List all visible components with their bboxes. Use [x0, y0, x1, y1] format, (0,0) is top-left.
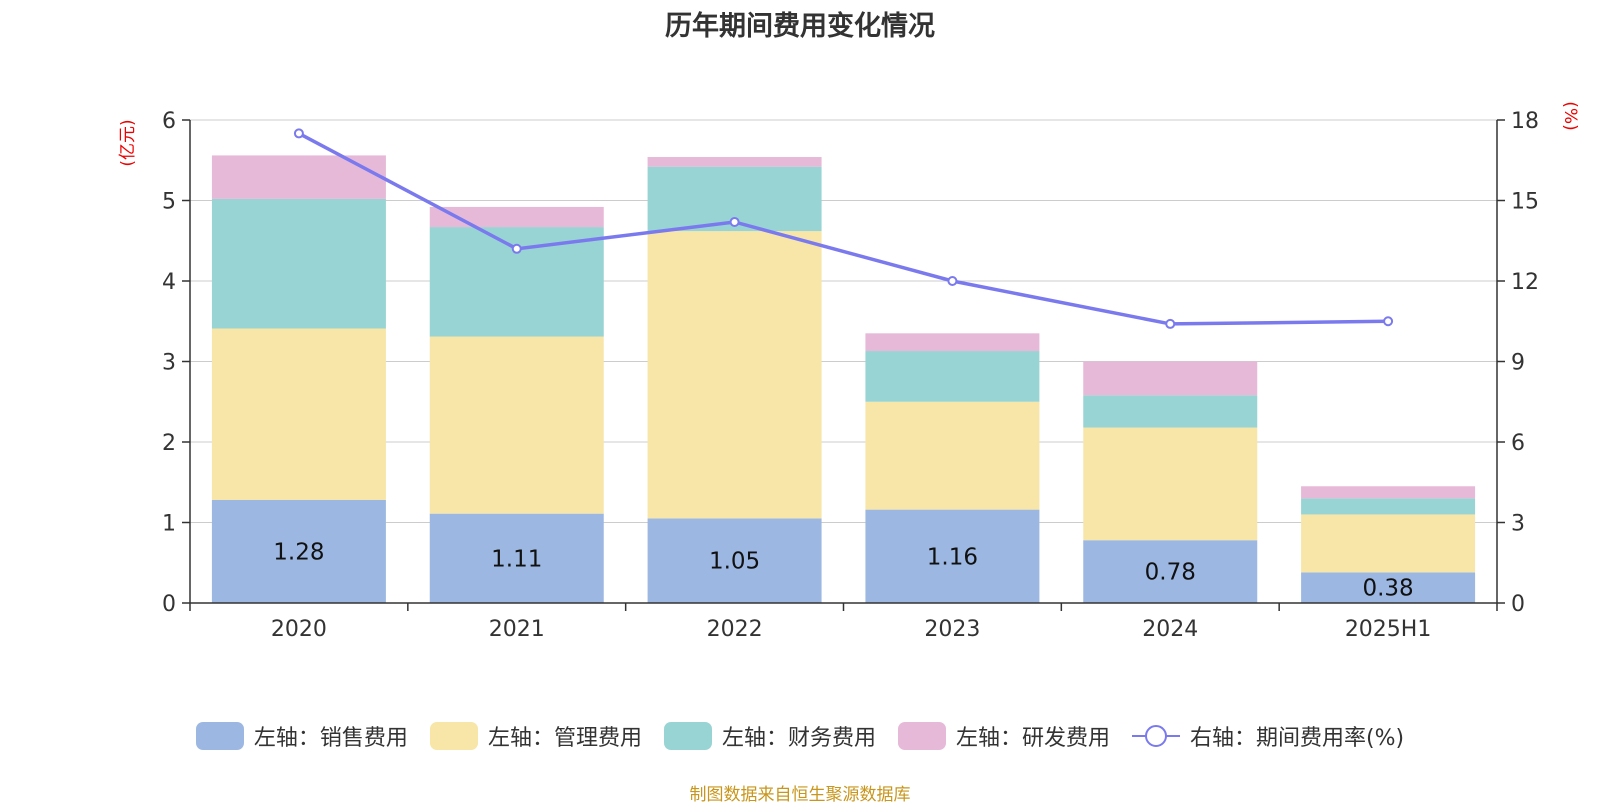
bar-segment: [647, 231, 822, 519]
legend-label-sales: 左轴：销售费用: [253, 726, 408, 751]
bar-segment: [1301, 498, 1476, 515]
bar-value-label: 1.16: [927, 544, 978, 570]
left-axis-tick-label: 3: [162, 351, 176, 376]
legend-label-rnd: 左轴：研发费用: [955, 726, 1110, 751]
bar-value-label: 1.05: [709, 549, 760, 575]
legend-swatch-sales: [195, 722, 244, 750]
bar-segment: [865, 509, 1040, 603]
expense-ratio-line: [293, 128, 1394, 329]
bar-value-label: 0.38: [1362, 576, 1413, 602]
left-axis-tick-label: 4: [162, 270, 176, 295]
bar-segment: [1083, 395, 1258, 428]
bar-value-label: 1.11: [491, 546, 542, 572]
bar-segment: [429, 336, 604, 514]
bar-segment: [1301, 514, 1476, 573]
bar-segment: [429, 513, 604, 603]
chart-title: 历年期间费用变化情况: [665, 11, 935, 42]
source-note: 制图数据来自恒生聚源数据库: [689, 785, 911, 805]
bar-segment: [865, 333, 1040, 352]
x-axis-tick-label: 2023: [924, 617, 980, 642]
bar-segment: [211, 198, 386, 329]
left-axis-tick-label: 5: [162, 190, 176, 215]
bar-segment: [429, 227, 604, 337]
right-axis-tick-label: 18: [1511, 109, 1539, 134]
left-axis-tick-label: 6: [162, 109, 176, 134]
grid-lines: [190, 119, 1497, 523]
bar-value-label: 0.78: [1145, 560, 1196, 586]
bar-value-label: 1.28: [273, 539, 324, 565]
axes: 0 0 1 3 2 6 3 9 4 12 5 15 6 18 2020 2021 2022 2023 2024 202…: [162, 109, 1539, 642]
ratio-line-path: [298, 131, 1389, 326]
bar-segment: [1083, 361, 1258, 396]
legend-item-admin[interactable]: 左轴：管理费用: [429, 720, 642, 752]
ratio-point: [947, 276, 958, 286]
legend-line-marker-icon: [1131, 725, 1180, 747]
data-labels: 1.28 1.11 1.05 1.16 0.78 0.38: [273, 539, 1413, 601]
left-axis-tick-label: 2: [162, 431, 176, 456]
bar-segment: [865, 401, 1040, 510]
legend-item-sales[interactable]: 左轴：销售费用: [195, 720, 408, 752]
ratio-point: [729, 216, 740, 227]
ratio-point: [1165, 318, 1176, 329]
bar-segment: [211, 328, 386, 500]
left-axis-tick-label: 1: [162, 512, 176, 537]
x-axis-tick-label: 2024: [1142, 617, 1198, 642]
bar-segment: [1083, 540, 1258, 603]
legend-label-admin: 左轴：管理费用: [487, 726, 642, 751]
bar-segment: [865, 351, 1040, 402]
bar-segment: [211, 155, 386, 199]
x-axis-tick-label: 2021: [489, 617, 545, 642]
ratio-point: [293, 128, 304, 139]
right-axis-tick-label: 6: [1511, 431, 1525, 456]
bar-segment: [647, 518, 822, 603]
legend-item-finance[interactable]: 左轴：财务费用: [663, 720, 876, 752]
stacked-bars: [211, 155, 1476, 603]
bar-segment: [1301, 572, 1476, 603]
right-axis-tick-label: 12: [1511, 270, 1539, 295]
right-axis-tick-label: 0: [1511, 592, 1525, 617]
bar-segment: [1301, 486, 1476, 499]
bar-segment: [429, 206, 604, 228]
left-axis-unit: (亿元): [118, 119, 138, 166]
legend-item-rnd[interactable]: 左轴：研发费用: [897, 720, 1110, 752]
ratio-point: [511, 243, 522, 254]
x-axis-tick-label: 2022: [707, 617, 763, 642]
x-axis-tick-label: 2020: [271, 617, 327, 642]
right-axis-unit: (%): [1560, 101, 1580, 130]
left-axis-tick-label: 0: [162, 592, 176, 617]
bar-segment: [211, 499, 386, 603]
right-axis-tick-label: 3: [1511, 512, 1525, 537]
legend-swatch-admin: [429, 722, 478, 750]
legend-label-ratio: 右轴：期间费用率(%): [1189, 726, 1405, 751]
legend-swatch-rnd: [897, 722, 946, 750]
right-axis-tick-label: 9: [1511, 351, 1525, 376]
bar-segment: [647, 157, 822, 167]
legend-swatch-finance: [663, 722, 712, 750]
legend-item-ratio[interactable]: 右轴：期间费用率(%): [1131, 720, 1405, 752]
bar-segment: [1083, 427, 1258, 541]
right-axis-tick-label: 15: [1511, 190, 1539, 215]
x-axis-tick-label: 2025H1: [1345, 617, 1432, 642]
legend: 左轴：销售费用 左轴：管理费用 左轴：财务费用 左轴：研发费用 右轴：期间费用率…: [0, 718, 1600, 754]
legend-label-finance: 左轴：财务费用: [721, 726, 876, 751]
ratio-point: [1383, 316, 1394, 327]
